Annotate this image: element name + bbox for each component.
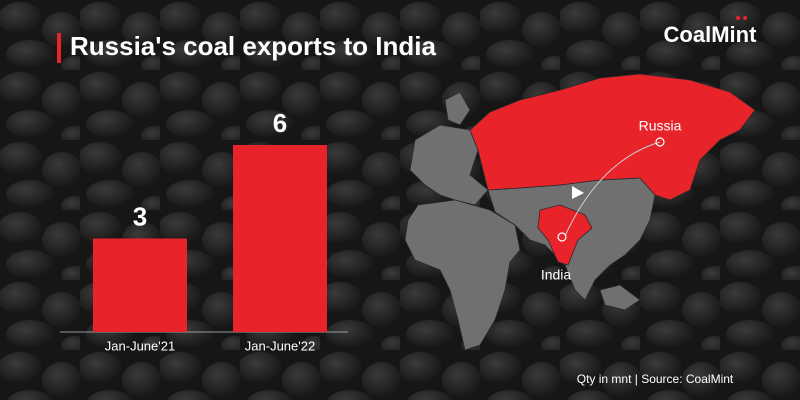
logo: CoalMint: [664, 22, 758, 47]
russia-marker: [655, 137, 665, 147]
map-label: Russia: [639, 118, 682, 134]
value-label: 6: [273, 108, 287, 138]
world-map: [404, 73, 756, 351]
value-label: 3: [133, 201, 147, 231]
logo-dot: [736, 16, 740, 20]
x-tick-label: Jan-June'22: [245, 338, 315, 353]
chart-title: Russia's coal exports to India: [70, 31, 436, 61]
route-arrow: [572, 186, 584, 199]
bar: [233, 145, 327, 332]
logo-dot: [743, 16, 747, 20]
india-marker: [557, 232, 567, 242]
europe: [409, 124, 489, 206]
footer: Qty in mnt | Source: CoalMint: [577, 372, 734, 386]
russia: [469, 73, 756, 201]
southeast-asia: [599, 284, 641, 311]
x-tick-label: Jan-June'21: [105, 338, 175, 353]
map-label: India: [541, 267, 572, 283]
title-accent: [57, 33, 61, 63]
bar: [93, 238, 187, 332]
route-line: [564, 141, 661, 237]
scandinavia: [444, 91, 471, 126]
